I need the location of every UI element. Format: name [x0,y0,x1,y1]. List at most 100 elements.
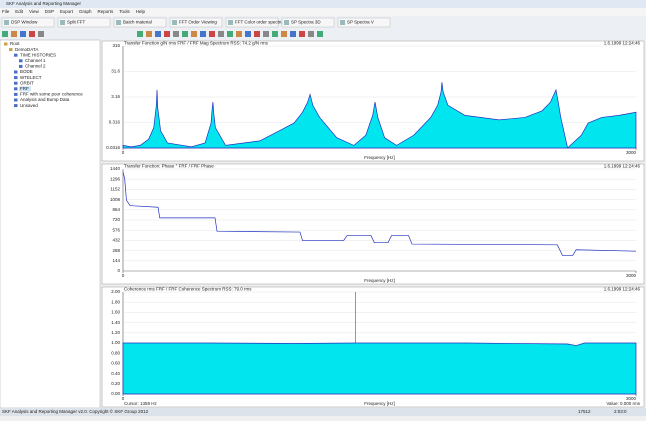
menu-item[interactable]: Reports [98,9,115,14]
tool-icon[interactable] [38,31,44,37]
tool-icon[interactable] [155,31,161,37]
tree-item[interactable]: Unsaved [20,103,38,108]
tool-icon[interactable] [308,31,314,37]
tree-item[interactable]: TIME HISTORIES [20,52,56,57]
tool-icon[interactable] [182,31,188,37]
tree-item[interactable]: Channel 1 [25,58,46,63]
status-time: 2:03:0 [614,409,627,414]
y-tick-label: 1008 [110,197,121,202]
toolbar-button[interactable] [1,17,55,28]
menu-item[interactable]: View [29,9,39,14]
tree-item[interactable]: DemoDATA [15,47,38,52]
tool-icon[interactable] [173,31,179,37]
toolbar-button[interactable] [169,17,223,28]
tool-icon[interactable] [281,31,287,37]
y-tick-label: 1.20 [111,330,120,335]
status-bar [0,408,646,416]
tool-icon[interactable] [20,31,26,37]
tool-icon[interactable] [29,31,35,37]
tool-icon[interactable] [146,31,152,37]
tool-icon[interactable] [236,31,242,37]
toolbar-label[interactable]: SP Spectra 3D [291,20,321,25]
y-tick-label: 1.00 [111,340,120,345]
menu-item[interactable]: Graph [79,9,92,14]
y-tick-label: 1.40 [111,320,120,325]
tool-icon[interactable] [11,31,17,37]
menu-item[interactable]: Export [60,9,74,14]
tool-icon[interactable] [2,31,8,37]
x-tick-label: 3000 [626,150,637,155]
tool-icon[interactable] [227,31,233,37]
title-bar [0,0,646,8]
y-tick-label: 2.00 [111,289,120,294]
y-tick-label: 576 [112,227,120,232]
x-axis-label: Frequency [Hz] [364,155,395,160]
tool-icon[interactable] [254,31,260,37]
tool-icon[interactable] [272,31,278,37]
tree-item[interactable]: BODE [20,69,33,74]
tree-item[interactable]: Channel 2 [25,64,46,69]
y-tick-label: 288 [112,248,120,253]
y-tick-label: 1296 [110,176,121,181]
area-series [122,342,637,395]
toolbar-label[interactable]: FFT Color order spectrum [235,20,287,25]
y-tick-label: 0.40 [111,371,120,376]
menu-item[interactable]: File [2,9,10,14]
toolbar-button[interactable] [337,17,391,28]
y-tick-label: 316 [112,43,120,48]
menu-bar [0,8,646,16]
chart-date: 1.6.1999 12:24:46 [604,287,641,292]
area-series [122,82,637,149]
status-num: 17512 [578,409,591,414]
tool-icon[interactable] [299,31,305,37]
tree-icon [19,64,23,68]
toolbar-label[interactable]: SP Spectra V [347,20,374,25]
tree-item[interactable]: FRF with some poor coherence [20,92,83,97]
tool-icon[interactable] [200,31,206,37]
toolbar-button[interactable] [113,17,167,28]
value-label: Value: 0.000 rms [606,401,640,406]
tree-item[interactable]: Analysis and Bump Data [20,97,70,102]
window-title: SKF Analysis and Reporting Manager [6,1,82,6]
tree-item[interactable]: FRF [20,86,29,91]
menu-item[interactable]: Help [136,9,146,14]
tree-item[interactable]: ORBIT [20,80,34,85]
toolbar-label[interactable]: DSP Window [11,20,38,25]
chart-panel [101,163,645,285]
menu-item[interactable]: DSP [45,9,54,14]
toolbar-button[interactable] [57,17,111,28]
button-icon [172,20,177,25]
button-icon [60,20,65,25]
y-tick-label: 1.60 [111,310,120,315]
tool-icon[interactable] [263,31,269,37]
status-text: SKF Analysis and Reporting Manager v2.0.… [2,408,149,414]
y-tick-label: 144 [112,258,120,263]
tree-icon [14,81,18,85]
toolbar-label[interactable]: Batch material [123,20,152,25]
tree-item[interactable]: Root [10,41,20,46]
tree-icon [19,59,23,63]
tool-icon[interactable] [191,31,197,37]
tree-item[interactable]: WTELECT [20,75,42,80]
tool-icon[interactable] [218,31,224,37]
tool-icon[interactable] [290,31,296,37]
tool-icon[interactable] [164,31,170,37]
y-tick-label: 1440 [110,166,121,171]
tool-icon[interactable] [209,31,215,37]
tool-icon[interactable] [137,31,143,37]
y-tick-label: 720 [112,217,120,222]
y-tick-label: 0.00 [111,391,120,396]
toolbar-label[interactable]: Split FFT [67,20,86,25]
tree-icon [4,42,8,46]
tree-icon [14,53,18,57]
toolbar-button[interactable] [225,17,279,28]
toolbar-button[interactable] [281,17,335,28]
y-tick-label: 3.16 [111,94,120,99]
menu-item[interactable]: Tools [119,9,130,14]
toolbar-label[interactable]: FFT Order Viewing [179,20,217,25]
tool-icon[interactable] [317,31,323,37]
tool-icon[interactable] [245,31,251,37]
menu-item[interactable]: Edit [15,9,24,14]
chart-title: Transfer Function: Phase ° FRF / FRF Pha… [124,164,214,169]
